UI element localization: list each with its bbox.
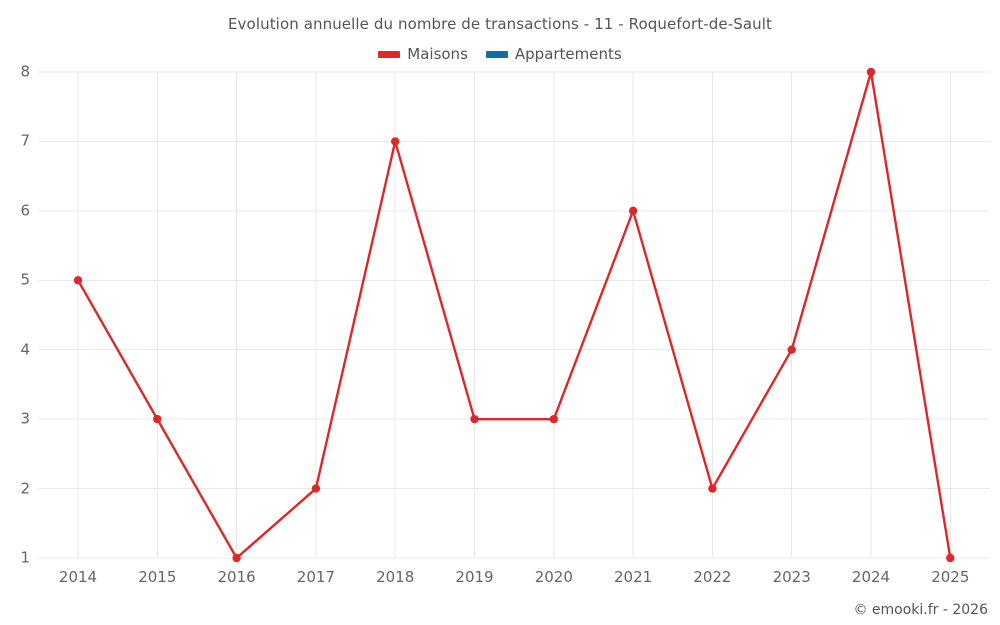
- x-axis-tick-label: 2014: [58, 568, 98, 586]
- x-axis-tick-label: 2019: [455, 568, 494, 586]
- data-point-maisons[interactable]: [391, 137, 400, 146]
- chart-canvas: [38, 67, 990, 563]
- data-point-maisons[interactable]: [311, 484, 321, 493]
- data-point-maisons[interactable]: [73, 276, 83, 285]
- x-axis-tick-label: 2020: [534, 568, 573, 586]
- horizontal-gridlines: [38, 71, 990, 559]
- legend-item-appartements[interactable]: Appartements: [485, 45, 622, 63]
- legend-label-appartements: Appartements: [514, 45, 622, 63]
- data-point-maisons[interactable]: [787, 345, 796, 354]
- footer-credit: © emooki.fr - 2026: [853, 602, 988, 618]
- legend-label-maisons: Maisons: [407, 45, 468, 63]
- x-axis-tick-label: 2017: [296, 568, 335, 586]
- x-axis-tick-label: 2018: [376, 568, 415, 586]
- y-axis-tick-label: 1: [20, 548, 30, 567]
- data-point-maisons[interactable]: [232, 553, 241, 563]
- x-axis-tick-label: 2021: [614, 568, 653, 586]
- x-axis-tick-label: 2023: [772, 568, 811, 586]
- y-axis-tick-label: 7: [20, 131, 30, 150]
- data-point-maisons[interactable]: [470, 414, 479, 424]
- y-axis-tick-label: 5: [20, 270, 30, 289]
- legend-swatch-appartements-icon: [485, 50, 508, 58]
- x-axis-tick-label: 2016: [217, 568, 256, 586]
- data-point-maisons[interactable]: [628, 206, 638, 216]
- data-point-maisons[interactable]: [946, 553, 955, 563]
- vertical-gridlines: [77, 72, 951, 558]
- y-axis-tick-label: 2: [20, 479, 30, 498]
- x-axis-tick-label: 2015: [138, 568, 177, 586]
- legend-swatch-maisons-icon: [378, 50, 401, 58]
- data-point-maisons[interactable]: [549, 414, 558, 424]
- series-lines: [76, 70, 952, 560]
- data-point-maisons[interactable]: [708, 484, 717, 493]
- x-axis-tick-label: 2022: [693, 568, 732, 586]
- data-point-maisons[interactable]: [153, 414, 162, 424]
- y-axis-tick-label: 3: [20, 409, 30, 428]
- series-line-maisons: [76, 70, 952, 560]
- chart-title: Evolution annuelle du nombre de transact…: [227, 15, 772, 33]
- y-axis-tick-label: 4: [20, 340, 30, 359]
- series-markers: [73, 67, 955, 563]
- y-axis-tick-label: 6: [20, 201, 30, 220]
- legend-item-maisons[interactable]: Maisons: [378, 45, 468, 63]
- plot-area: [38, 67, 990, 563]
- x-axis-tick-label: 2025: [931, 568, 970, 586]
- chart-legend: Maisons Appartements: [0, 45, 1000, 63]
- x-axis-tick-label: 2024: [851, 568, 891, 586]
- y-axis: 1 2 3 4 5 6 7 8: [0, 64, 30, 565]
- y-axis-tick-label: 8: [20, 62, 30, 81]
- data-point-maisons[interactable]: [866, 67, 876, 77]
- x-axis: 2014 2015 2016 2017 2018 2019 2020 2021 2022 2023…: [38, 570, 990, 590]
